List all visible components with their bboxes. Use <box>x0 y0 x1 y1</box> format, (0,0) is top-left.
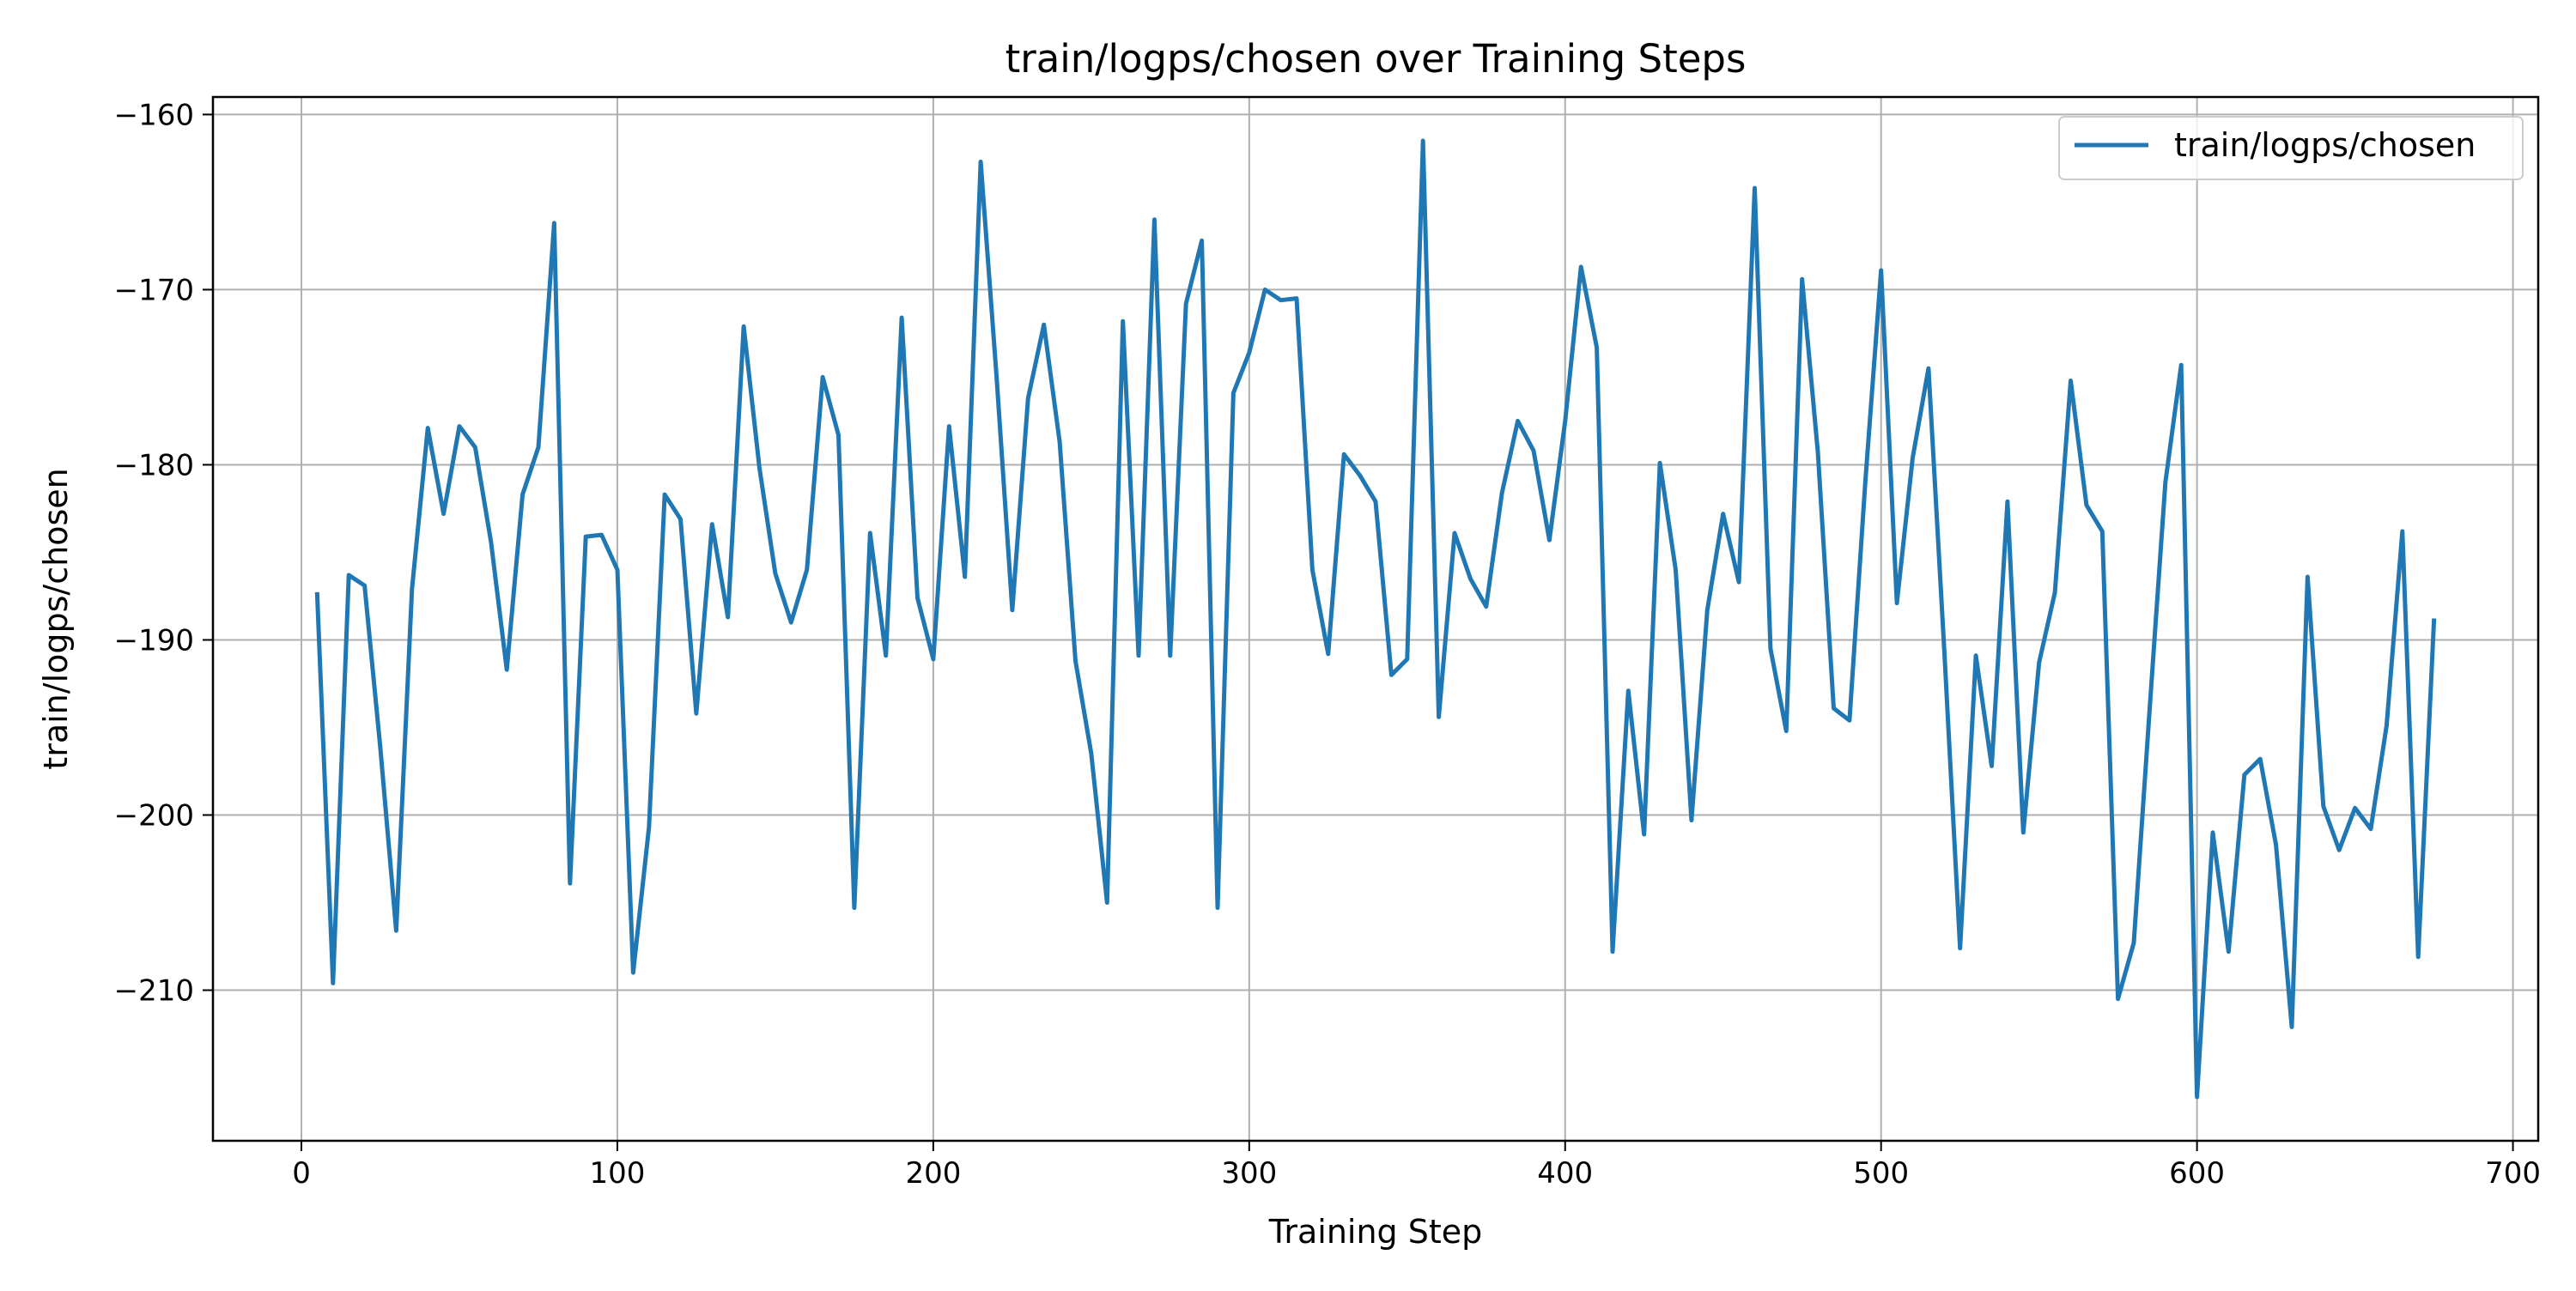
x-tick-label: 400 <box>1537 1156 1593 1191</box>
y-axis-label: train/logps/chosen <box>37 468 75 769</box>
x-tick-label: 100 <box>590 1156 646 1191</box>
x-tick-label: 500 <box>1853 1156 1909 1191</box>
x-tick-label: 300 <box>1221 1156 1277 1191</box>
x-axis-label: Training Step <box>1268 1213 1483 1251</box>
y-tick-label: −200 <box>114 799 194 833</box>
series-layer <box>314 138 2437 1100</box>
plot-frame <box>211 95 2540 1143</box>
y-tick-label: −170 <box>114 273 194 307</box>
x-tick-label: 700 <box>2485 1156 2541 1191</box>
y-tick-label: −160 <box>114 98 194 132</box>
y-axis-ticks: −160 −170 −180 −190 −200 −210 <box>114 98 213 1009</box>
series-line <box>314 138 2437 1100</box>
legend: train/logps/chosen <box>2058 116 2524 180</box>
chart-title: train/logps/chosen over Training Steps <box>1005 36 1747 82</box>
x-tick-label: 0 <box>292 1156 311 1191</box>
x-axis-ticks: 0 100 200 300 400 500 600 700 <box>292 1141 2541 1191</box>
y-tick-label: −180 <box>114 448 194 482</box>
y-tick-label: −190 <box>114 623 194 658</box>
y-tick-label: −210 <box>114 974 194 1009</box>
x-tick-label: 200 <box>905 1156 961 1191</box>
legend-label: train/logps/chosen <box>2174 126 2476 164</box>
legend-box <box>2058 116 2524 180</box>
x-tick-label: 600 <box>2169 1156 2225 1191</box>
